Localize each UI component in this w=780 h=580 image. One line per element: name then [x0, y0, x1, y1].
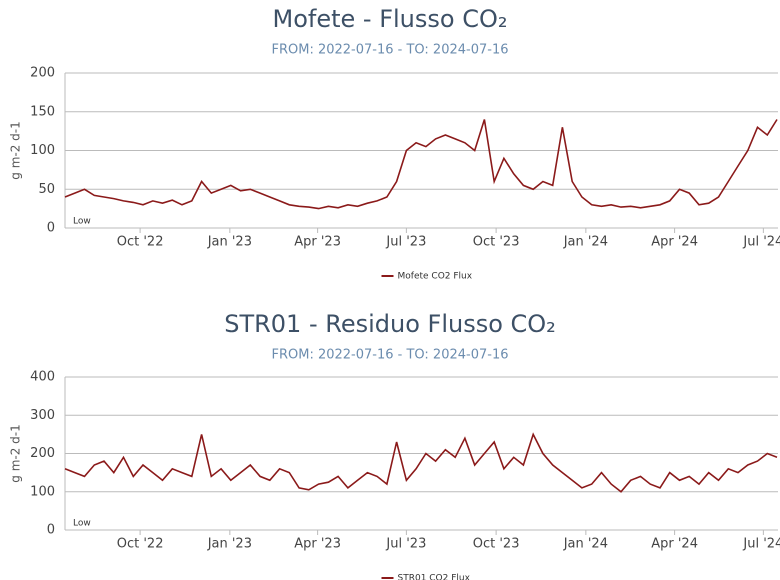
y-tick-label: 150 — [30, 104, 55, 119]
x-tick-label: Jul '24 — [742, 235, 780, 250]
annotation: Low — [73, 217, 91, 227]
y-axis-label: g m-2 d-1 — [9, 121, 23, 179]
legend-label: Mofete CO2 Flux — [398, 272, 473, 282]
x-tick-label: Apr '23 — [294, 235, 341, 250]
x-tick-label: Jul '24 — [742, 537, 780, 552]
y-tick-label: 0 — [47, 221, 55, 236]
chart-title: Mofete - Flusso CO₂ — [273, 5, 508, 33]
x-tick-label: Oct '22 — [117, 537, 164, 552]
x-tick-label: Jan '24 — [563, 537, 608, 552]
x-tick-label: Oct '22 — [117, 235, 164, 250]
x-tick-label: Oct '23 — [473, 235, 520, 250]
y-tick-label: 0 — [47, 523, 55, 538]
annotation: Low — [73, 519, 91, 529]
x-tick-label: Jan '23 — [207, 537, 252, 552]
y-tick-label: 50 — [38, 182, 55, 197]
series-line — [64, 432, 778, 493]
x-tick-label: Jan '24 — [563, 235, 608, 250]
chart-subtitle: FROM: 2022-07-16 - TO: 2024-07-16 — [272, 348, 509, 363]
y-tick-label: 100 — [30, 484, 55, 499]
chart-subtitle: FROM: 2022-07-16 - TO: 2024-07-16 — [272, 43, 509, 58]
y-tick-label: 200 — [30, 66, 55, 81]
series-line — [64, 119, 778, 210]
x-tick-label: Apr '23 — [294, 537, 341, 552]
chart-title: STR01 - Residuo Flusso CO₂ — [224, 310, 556, 338]
x-tick-label: Apr '24 — [651, 537, 698, 552]
x-tick-label: Jul '23 — [385, 235, 426, 250]
y-tick-label: 100 — [30, 143, 55, 158]
y-axis-label: g m-2 d-1 — [9, 424, 23, 482]
x-tick-label: Apr '24 — [651, 235, 698, 250]
legend-label: STR01 CO2 Flux — [398, 574, 471, 580]
y-tick-label: 400 — [30, 370, 55, 385]
x-tick-label: Jan '23 — [207, 235, 252, 250]
y-tick-label: 300 — [30, 408, 55, 423]
x-tick-label: Oct '23 — [473, 537, 520, 552]
x-tick-label: Jul '23 — [385, 537, 426, 552]
y-tick-label: 200 — [30, 446, 55, 461]
